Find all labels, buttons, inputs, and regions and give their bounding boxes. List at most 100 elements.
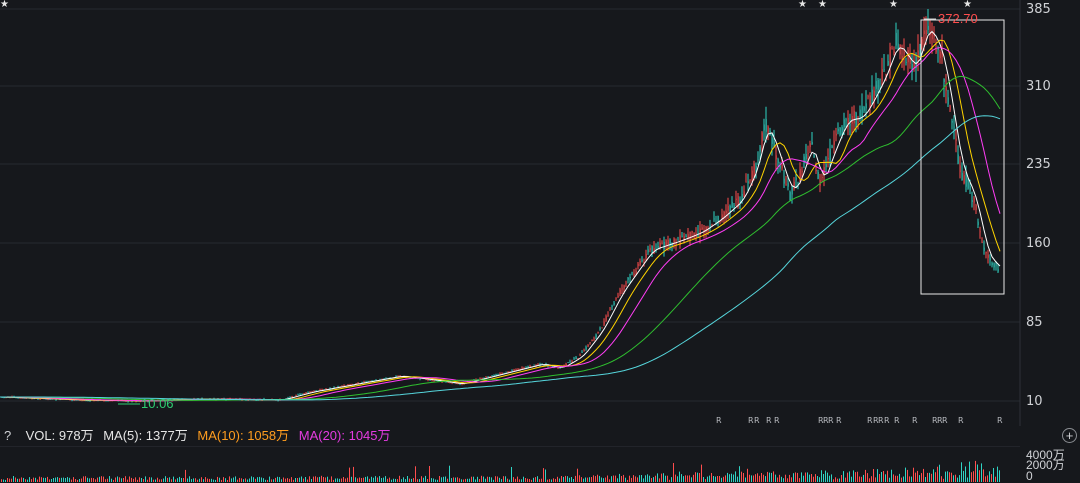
candle-body bbox=[623, 285, 625, 289]
event-r-marker[interactable]: R bbox=[836, 416, 842, 425]
candle-body bbox=[837, 128, 839, 132]
volume-bar bbox=[155, 479, 156, 482]
volume-chart[interactable] bbox=[0, 446, 1080, 482]
event-r-marker[interactable]: R bbox=[958, 416, 964, 425]
volume-bar bbox=[553, 478, 554, 482]
volume-bar bbox=[421, 476, 422, 482]
event-r-marker[interactable]: R bbox=[912, 416, 918, 425]
volume-bar bbox=[975, 460, 976, 482]
help-icon[interactable]: ? bbox=[4, 428, 12, 443]
volume-bar bbox=[719, 476, 720, 482]
volume-ma10: MA(10): 1058万 bbox=[197, 428, 290, 443]
candle-body bbox=[295, 395, 297, 397]
candle-body bbox=[261, 400, 263, 401]
candle-body bbox=[781, 164, 783, 169]
zoom-icon[interactable]: + bbox=[1062, 428, 1077, 443]
volume-bar bbox=[845, 477, 846, 482]
event-r-marker[interactable]: R bbox=[997, 416, 1003, 425]
volume-bar bbox=[205, 477, 206, 482]
event-star-icon[interactable]: ★ bbox=[963, 0, 972, 10]
price-chart[interactable] bbox=[0, 0, 1080, 426]
volume-bar bbox=[993, 468, 994, 482]
volume-bar bbox=[441, 477, 442, 482]
volume-bar bbox=[277, 476, 278, 482]
candle-body bbox=[427, 379, 429, 381]
volume-bar bbox=[727, 472, 728, 482]
volume-bar bbox=[7, 478, 8, 482]
volume-bar bbox=[495, 476, 496, 482]
volume-bar bbox=[571, 477, 572, 482]
event-r-marker[interactable]: R bbox=[878, 416, 884, 425]
volume-bar bbox=[51, 479, 52, 482]
candle-body bbox=[513, 369, 515, 371]
candle-body bbox=[795, 177, 797, 181]
event-r-marker[interactable]: R bbox=[873, 416, 879, 425]
volume-bar bbox=[35, 477, 36, 482]
event-star-icon[interactable]: ★ bbox=[798, 0, 807, 10]
volume-bar bbox=[547, 479, 548, 482]
event-r-marker[interactable]: R bbox=[766, 416, 772, 425]
volume-bar bbox=[619, 473, 620, 482]
event-r-marker[interactable]: R bbox=[942, 416, 948, 425]
candle-body bbox=[597, 332, 599, 333]
volume-bar bbox=[339, 478, 340, 482]
event-r-marker[interactable]: R bbox=[774, 416, 780, 425]
volume-bar bbox=[479, 479, 480, 482]
volume-bar bbox=[293, 479, 294, 482]
candle-body bbox=[865, 103, 867, 109]
candle-body bbox=[997, 269, 999, 272]
volume-bar bbox=[787, 478, 788, 482]
event-r-marker[interactable]: R bbox=[748, 416, 754, 425]
volume-bar bbox=[383, 477, 384, 482]
candle-body bbox=[925, 30, 927, 35]
candle-body bbox=[629, 276, 631, 279]
volume-bar bbox=[813, 476, 814, 482]
selection-box[interactable] bbox=[920, 19, 1005, 295]
volume-bar bbox=[925, 477, 926, 482]
event-star-icon[interactable]: ★ bbox=[889, 0, 898, 10]
volume-bar bbox=[939, 464, 940, 482]
event-star-icon[interactable]: ★ bbox=[0, 0, 9, 10]
event-r-marker[interactable]: R bbox=[818, 416, 824, 425]
volume-bar bbox=[267, 479, 268, 482]
volume-bar bbox=[429, 466, 430, 482]
volume-bar bbox=[265, 479, 266, 482]
volume-bar bbox=[893, 474, 894, 482]
volume-bar bbox=[929, 472, 930, 482]
candle-body bbox=[873, 90, 875, 103]
candle-body bbox=[643, 262, 645, 263]
volume-bar bbox=[403, 477, 404, 482]
volume-bar bbox=[589, 477, 590, 482]
volume-bar bbox=[763, 474, 764, 482]
event-star-icon[interactable]: ★ bbox=[818, 0, 827, 10]
volume-bar bbox=[873, 469, 874, 482]
volume-bar bbox=[679, 471, 680, 482]
candle-body bbox=[307, 392, 309, 393]
volume-bar bbox=[841, 475, 842, 482]
event-r-marker[interactable]: R bbox=[937, 416, 943, 425]
volume-bar bbox=[225, 478, 226, 482]
event-r-marker[interactable]: R bbox=[823, 416, 829, 425]
volume-bar bbox=[999, 470, 1000, 482]
event-r-marker[interactable]: R bbox=[828, 416, 834, 425]
volume-bar bbox=[607, 475, 608, 482]
candle-body bbox=[543, 365, 545, 366]
volume-bar bbox=[153, 479, 154, 482]
volume-bar bbox=[191, 479, 192, 482]
candle-body bbox=[799, 168, 801, 181]
event-r-marker[interactable]: R bbox=[867, 416, 873, 425]
low-price-label: 10.06 bbox=[141, 396, 174, 411]
event-r-marker[interactable]: R bbox=[894, 416, 900, 425]
candle-body bbox=[805, 154, 807, 160]
event-r-marker[interactable]: R bbox=[754, 416, 760, 425]
event-r-marker[interactable]: R bbox=[716, 416, 722, 425]
volume-bar bbox=[723, 476, 724, 482]
candle-body bbox=[39, 399, 41, 400]
volume-bar bbox=[217, 476, 218, 482]
volume-bar bbox=[609, 479, 610, 482]
event-r-marker[interactable]: R bbox=[884, 416, 890, 425]
ma10-line bbox=[0, 39, 1001, 402]
volume-bar bbox=[115, 477, 116, 482]
volume-bar bbox=[369, 478, 370, 482]
event-r-marker[interactable]: R bbox=[932, 416, 938, 425]
